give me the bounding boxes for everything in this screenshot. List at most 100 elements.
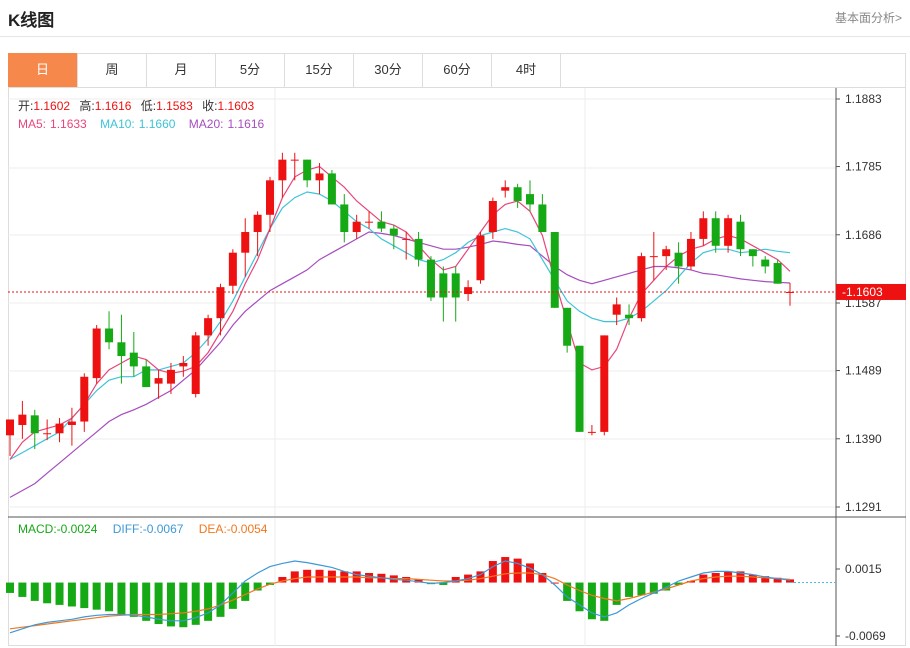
- candle-body: [290, 159, 299, 161]
- high-label: 高:: [79, 98, 94, 113]
- ma5-value: 1.1633: [50, 117, 87, 131]
- macd-legend: MACD:-0.0024 DIFF:-0.0067 DEA:-0.0054: [18, 522, 268, 536]
- ma10-line: [9, 191, 791, 460]
- macd-bar: [204, 582, 213, 621]
- macd-bar: [154, 582, 163, 625]
- tab-week[interactable]: 周: [78, 53, 147, 87]
- candle-body: [513, 187, 522, 201]
- macd-bar: [241, 582, 250, 601]
- open-label: 开:: [18, 99, 33, 113]
- macd-bar: [117, 582, 126, 615]
- macd-bar: [587, 582, 596, 620]
- price-tick-label: 1.1686: [845, 228, 882, 242]
- macd-bar: [600, 582, 609, 621]
- candle-body: [501, 187, 510, 191]
- tab-60min[interactable]: 60分: [423, 53, 492, 87]
- candle-body: [105, 328, 114, 343]
- fundamental-analysis-link[interactable]: 基本面分析>: [834, 11, 902, 25]
- ma10-value: 1.1660: [139, 117, 176, 131]
- macd-bar: [649, 582, 658, 594]
- macd-value: -0.0024: [57, 522, 98, 536]
- tab-4hour[interactable]: 4时: [492, 53, 561, 87]
- macd-bar: [166, 582, 175, 627]
- low-label: 低:: [141, 99, 156, 113]
- macd-bar: [625, 582, 634, 597]
- candle-body: [451, 273, 460, 298]
- macd-bar: [6, 582, 14, 593]
- macd-bar: [786, 579, 794, 583]
- macd-tick-label: 0.0015: [845, 562, 882, 576]
- price-grid: [8, 88, 836, 646]
- ma20-value: 1.1616: [227, 117, 264, 131]
- diff-line: [9, 560, 791, 634]
- macd-bar: [439, 582, 448, 585]
- candle-body: [191, 335, 200, 394]
- chart-panel: [8, 53, 906, 646]
- macd-bar: [451, 576, 460, 583]
- macd-bar: [550, 582, 559, 584]
- tab-day[interactable]: 日: [8, 53, 78, 87]
- candle-body: [600, 335, 609, 432]
- macd-bar: [253, 582, 262, 591]
- candle-body: [67, 421, 76, 425]
- macd-bar: [142, 582, 151, 621]
- candle-body: [315, 173, 324, 181]
- tab-30min[interactable]: 30分: [354, 53, 423, 87]
- macd-bar: [43, 582, 52, 604]
- macd-bar: [414, 579, 423, 583]
- candle-body: [166, 369, 175, 384]
- price-tick-label: 1.1390: [845, 432, 882, 446]
- candle-body: [216, 287, 225, 319]
- macd-bar: [303, 569, 312, 583]
- period-tabs: 日 周 月 5分 15分 30分 60分 4时: [8, 53, 906, 88]
- candle-body: [439, 273, 448, 298]
- candle-body: [575, 345, 584, 432]
- close-value: 1.1603: [218, 99, 255, 113]
- macd-bar: [686, 580, 695, 583]
- macd-lines: [9, 560, 791, 634]
- last-price-label: -1.1603: [842, 285, 883, 299]
- candle-body: [464, 287, 473, 295]
- macd-bar: [278, 576, 287, 583]
- ma20-label: MA20:: [189, 117, 224, 131]
- tab-15min[interactable]: 15分: [285, 53, 354, 87]
- candle-body: [426, 259, 435, 298]
- macd-tick-label: -0.0069: [845, 629, 886, 643]
- macd-bar: [191, 582, 200, 625]
- candle-body: [253, 214, 262, 233]
- price-tick-label: 1.1489: [845, 364, 882, 378]
- dea-line: [9, 572, 791, 630]
- macd-bar: [538, 572, 547, 583]
- macd-bar: [637, 582, 646, 596]
- candle-body: [711, 218, 720, 246]
- candle-body: [724, 218, 733, 246]
- tab-5min[interactable]: 5分: [216, 53, 285, 87]
- open-value: 1.1602: [33, 99, 70, 113]
- macd-bar: [662, 582, 671, 591]
- last-price-marker: -1.1603: [8, 283, 906, 300]
- candle-body: [204, 318, 213, 336]
- candle-body: [92, 328, 101, 379]
- macd-bar: [216, 582, 225, 617]
- macd-bar: [761, 576, 770, 583]
- macd-bar: [179, 582, 188, 628]
- diff-label: DIFF:: [113, 522, 143, 536]
- candle-body: [550, 232, 559, 308]
- macd-bar: [18, 582, 27, 597]
- close-label: 收:: [202, 99, 217, 113]
- candle-body: [266, 180, 274, 215]
- candle-body: [241, 232, 250, 253]
- ma5-line: [9, 165, 791, 460]
- candle-body: [278, 159, 287, 181]
- macd-bar: [92, 582, 101, 610]
- candle-body: [55, 423, 64, 434]
- candle-body: [761, 259, 770, 267]
- macd-bar: [748, 574, 757, 583]
- candle-body: [80, 376, 89, 422]
- candle-body: [773, 263, 782, 284]
- macd-bar: [30, 582, 39, 601]
- candle-body: [674, 252, 683, 267]
- macd-bar: [55, 582, 64, 605]
- tab-month[interactable]: 月: [147, 53, 216, 87]
